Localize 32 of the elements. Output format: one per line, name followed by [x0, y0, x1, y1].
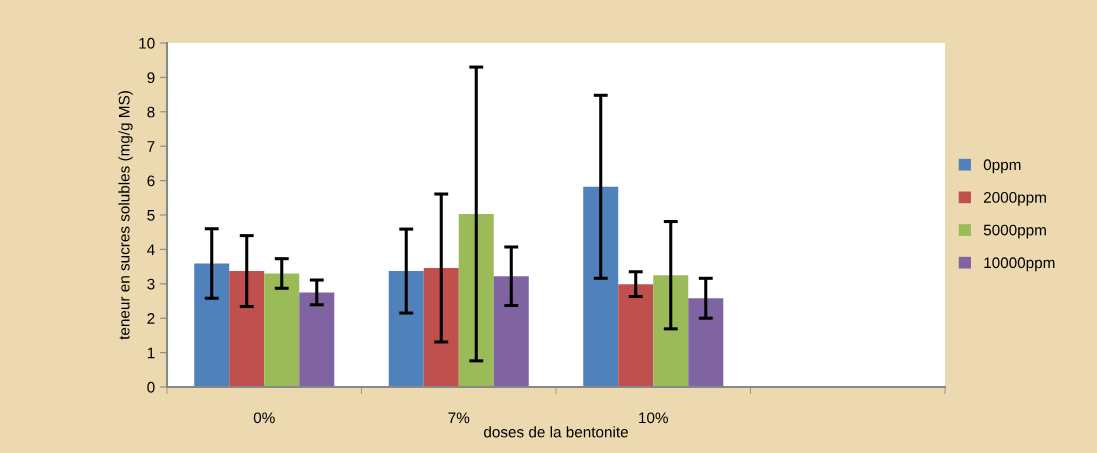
bar: [194, 263, 230, 387]
y-tick-label: 2: [147, 313, 155, 324]
bar: [688, 298, 724, 387]
y-tick-label: 4: [147, 244, 155, 255]
legend-label: 2000ppm: [983, 192, 1046, 206]
y-tick-label: 0: [147, 381, 155, 393]
bar: [264, 273, 300, 387]
bar: [388, 271, 424, 387]
y-tick-label: 10: [139, 37, 155, 49]
legend-label: 5000ppm: [983, 224, 1046, 239]
y-tick-label: 9: [147, 72, 155, 84]
bar: [229, 271, 265, 387]
bar: [583, 186, 619, 387]
y-tick-label: 8: [147, 106, 155, 118]
bar: [493, 276, 529, 387]
bar: [618, 284, 654, 387]
y-tick-label: 6: [147, 175, 155, 187]
legend-label: 10000ppm: [984, 257, 1055, 272]
bar: [423, 267, 459, 387]
x-tick-label: 0%: [253, 412, 275, 424]
y-tick-label: 3: [147, 278, 155, 290]
y-axis-title: teneur en sucres solubles (mg/g MS): [118, 91, 133, 340]
y-tick-label: 1: [147, 347, 155, 359]
bar: [458, 213, 494, 387]
legend-label: 0ppm: [983, 159, 1021, 174]
x-tick-label: 7%: [448, 412, 470, 424]
y-tick-label: 5: [147, 210, 155, 221]
y-tick-label: 7: [147, 141, 155, 152]
x-tick-label: 10%: [639, 412, 668, 424]
bar: [653, 275, 689, 387]
bar: [299, 292, 335, 387]
x-axis-title: doses de la bentonite: [484, 426, 628, 438]
